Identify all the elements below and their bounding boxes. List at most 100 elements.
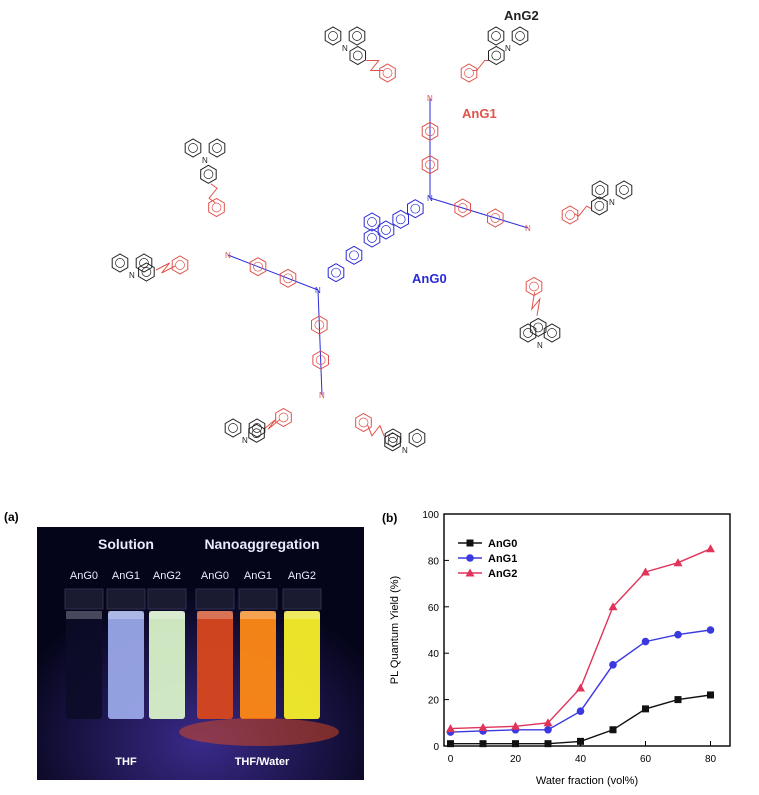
x-tick-label: 40 [575,754,587,765]
legend-label: AnG1 [488,553,517,565]
data-point-ang2 [706,544,715,553]
benzene-ring [384,428,402,448]
vinyl-bond [263,418,280,430]
vial-cap [238,588,278,610]
data-point-ang1 [641,637,650,646]
vinyl-bond [530,292,541,316]
data-point-ang2 [641,567,650,576]
group-solution-label: Solution [98,536,154,552]
data-point-ang0 [479,740,487,748]
nitrogen-atom: N [402,446,408,455]
vial-meniscus [108,611,144,619]
ring-bond [228,423,238,433]
vinyl-bond [472,60,489,71]
ring-bond [412,433,422,443]
ring-bond [283,273,293,284]
ring-bond [203,169,214,180]
nitrogen-atom: N [319,391,325,400]
vial-meniscus [149,611,185,619]
benzene-ring [363,212,381,232]
benzene-ring [519,323,537,343]
ring-bond [139,258,149,268]
legend-marker [466,539,474,547]
benzene-ring [421,121,439,141]
benzene-ring [248,418,266,438]
benzene-ring [543,323,561,343]
benzene-ring [421,155,439,175]
benzene-ring [312,350,329,370]
y-tick-label: 60 [428,603,440,614]
ring-bond [595,185,605,195]
benzene-ring [279,268,297,288]
benzene-ring [529,317,547,337]
benzene-ring [311,315,328,335]
vial-body [149,611,185,719]
benzene-ring [615,180,633,200]
benzene-ring [408,428,426,448]
nitrogen-atom: N [202,156,208,165]
nitrogen-atom: N [537,341,543,350]
benzene-ring [135,253,153,273]
ring-bond [367,233,377,243]
series-line-ang1 [450,629,711,733]
ring-bond [457,203,468,213]
dendrimer-structure: NNNNNNNNNNNNNN [111,26,633,455]
y-axis-label: PL Quantum Yield (%) [389,576,401,684]
data-point-ang2 [673,558,683,567]
data-point-ang2 [543,718,553,727]
ring-bond [381,225,391,235]
benzene-ring [208,138,226,158]
data-point-ang1 [544,725,552,734]
label-ang1: AnG1 [462,106,497,121]
y-tick-label: 20 [428,696,440,707]
ring-bond [141,267,152,277]
data-point-ang2 [576,683,585,692]
nitrogen-atom: N [225,251,231,260]
nitrogen-atom: N [609,198,615,207]
vinyl-bond [367,424,385,437]
bond [429,197,529,229]
solvent-thf-label: THF [115,756,137,768]
benzene-ring [355,412,372,433]
vinyl-bond [573,205,592,217]
vial-label: AnG2 [288,570,316,582]
ring-bond [315,355,326,365]
data-point-ang0 [609,726,617,734]
ring-bond [490,213,501,223]
bond [317,289,323,396]
ring-bond [211,202,222,213]
ring-bond [252,423,262,433]
nitrogen-atom: N [129,271,135,280]
data-point-ang2 [446,724,455,733]
vial-label: AnG0 [201,570,229,582]
ring-bond [529,281,539,292]
ring-bond [358,417,369,428]
ring-bond [314,320,325,330]
benzene-ring [327,263,345,283]
ring-bond [464,68,474,78]
ring-bond [515,31,525,41]
data-point-ang0 [642,705,649,713]
benzene-ring [591,196,608,216]
benzene-ring [348,26,366,46]
y-tick-label: 40 [428,649,440,660]
vial-body [197,611,233,719]
vial-meniscus [284,611,320,619]
data-point-ang0 [577,737,584,745]
ring-bond [349,250,359,261]
benzene-ring [379,63,396,83]
benzene-ring [275,407,292,428]
vial-label: AnG2 [153,570,181,582]
x-tick-label: 20 [510,754,522,765]
series-line-ang0 [450,694,711,745]
benzene-ring [111,253,129,273]
ring-bond [547,328,557,338]
ring-bond [352,31,362,41]
bond [227,254,319,291]
nitrogen-atom: N [525,224,531,233]
ring-bond [278,412,289,423]
data-point-ang1 [609,661,617,669]
benzene-ring [138,262,155,282]
data-point-ang1 [576,707,585,715]
legend-marker [465,568,475,577]
